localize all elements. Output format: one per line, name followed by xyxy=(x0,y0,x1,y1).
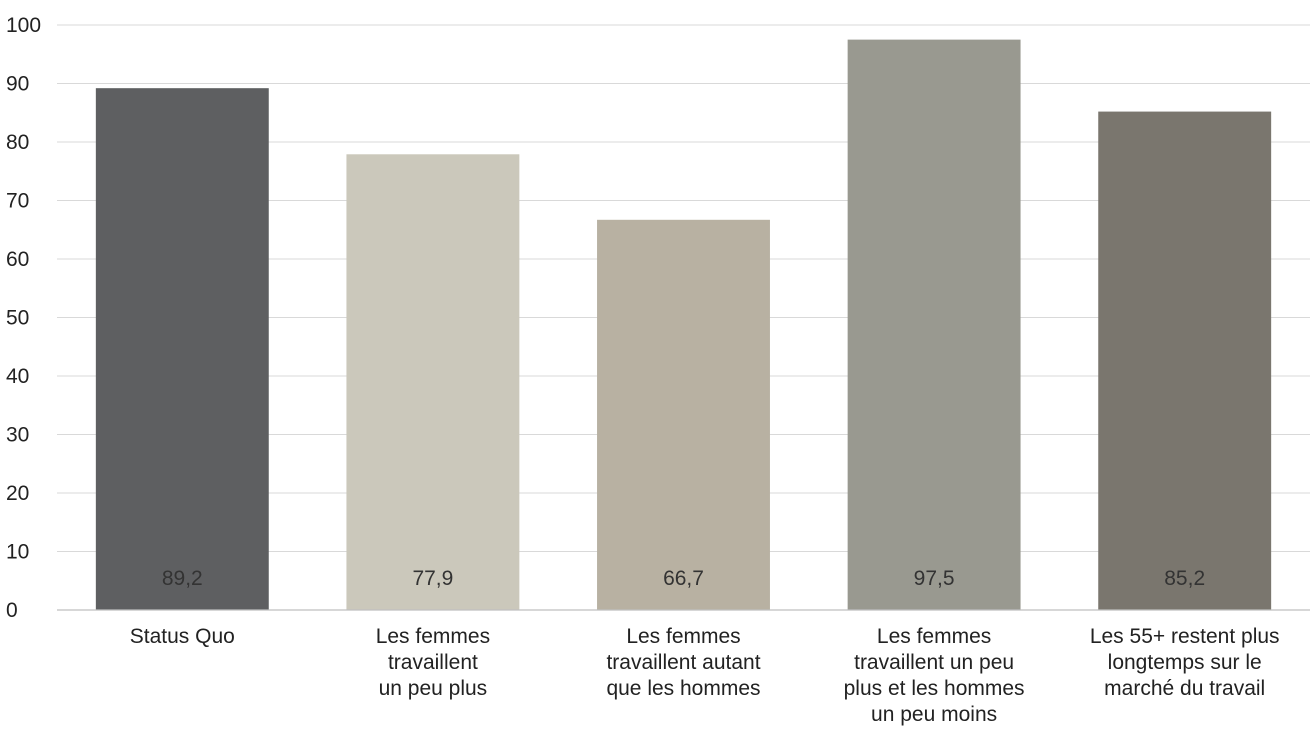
x-tick-label-line: travaillent un peu xyxy=(854,651,1014,674)
x-tick-label-line: Les femmes xyxy=(626,625,740,648)
x-tick-label-line: un peu plus xyxy=(379,677,488,700)
x-tick-label: Les 55+ restent plus longtemps sur le marc… xyxy=(1090,625,1280,700)
x-tick-label-line: travaillent xyxy=(388,651,478,674)
x-tick-label: Les femmes travaillent autant que les homm… xyxy=(606,625,760,700)
y-tick-label: 70 xyxy=(6,190,29,213)
bar-1 xyxy=(95,88,269,611)
bar-value-label: 89,2 xyxy=(162,567,203,590)
x-tick-label-line: travaillent autant xyxy=(606,651,760,674)
bar-value-label: 77,9 xyxy=(412,567,453,590)
x-tick-label: Status Quo xyxy=(130,625,235,648)
bar-2 xyxy=(346,154,520,610)
y-tick-label: 20 xyxy=(6,482,29,505)
bar-3 xyxy=(597,219,770,610)
bar-value-label: 66,7 xyxy=(663,567,704,590)
y-tick-label: 90 xyxy=(6,73,29,96)
y-tick-label: 40 xyxy=(6,365,29,388)
x-axis-category-labels: Status Quo Les femmes travaillent un peu pl… xyxy=(130,625,1280,726)
y-tick-label: 10 xyxy=(6,541,29,564)
bar-5 xyxy=(1098,111,1272,610)
x-tick-label-line: longtemps sur le xyxy=(1108,651,1262,674)
x-tick-label-line: Les 55+ restent plus xyxy=(1090,625,1280,648)
x-tick-label-line: Les femmes xyxy=(376,625,490,648)
bar-4 xyxy=(847,39,1021,610)
bar-value-label: 85,2 xyxy=(1164,567,1205,590)
y-axis-tick-labels: 0 10 20 30 40 50 60 70 80 90 100 xyxy=(6,14,41,622)
x-tick-label-line: Status Quo xyxy=(130,625,235,648)
x-tick-label-line: un peu moins xyxy=(871,703,997,726)
x-tick-label-line: que les hommes xyxy=(606,677,760,700)
x-tick-label: Les femmes travaillent un peu plus xyxy=(376,625,490,700)
y-tick-label: 0 xyxy=(6,599,18,622)
y-tick-label: 50 xyxy=(6,307,29,330)
bar-value-labels: 89,2 77,9 66,7 97,5 85,2 xyxy=(162,567,1205,590)
x-tick-label-line: marché du travail xyxy=(1104,677,1265,700)
y-tick-label: 60 xyxy=(6,248,29,271)
x-tick-label-line: plus et les hommes xyxy=(844,677,1025,700)
y-tick-label: 100 xyxy=(6,14,41,37)
bars xyxy=(95,39,1272,611)
y-tick-label: 80 xyxy=(6,131,29,154)
x-tick-label-line: Les femmes xyxy=(877,625,991,648)
bar-value-label: 97,5 xyxy=(914,567,955,590)
x-tick-label: Les femmes travaillent un peu plus et les … xyxy=(844,625,1025,726)
y-tick-label: 30 xyxy=(6,424,29,447)
